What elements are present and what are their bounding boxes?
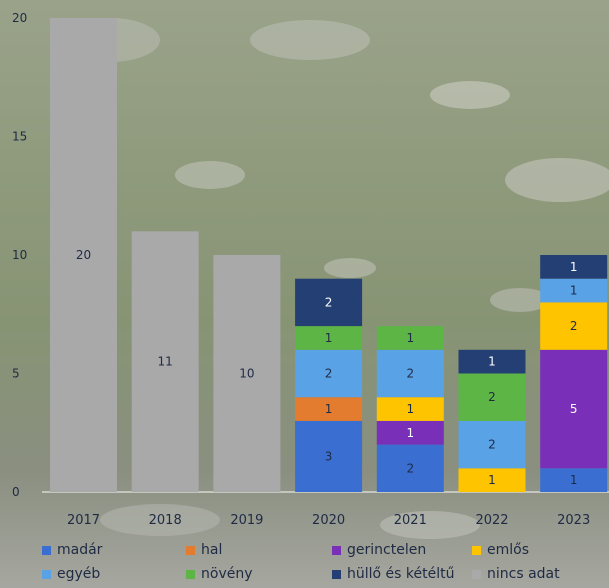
legend-item: növény [186,566,253,582]
bar-segment [295,326,363,350]
background-rock [250,20,370,60]
data-label: 1 [488,355,496,369]
legend-swatch [472,569,481,579]
legend-label: hüllő és kétéltű [347,566,455,582]
data-label: 1 [325,402,333,416]
background-rock [175,161,245,189]
bar-segment [213,255,281,492]
legend-label: gerinctelen [347,542,427,558]
bar-segment [376,420,444,445]
background-rock [505,158,609,202]
background-rock [324,258,376,278]
legend-label: nincs adat [487,566,560,582]
x-tick-label: 2022 [475,513,508,528]
bar-segment [540,278,608,303]
data-label: 2 [325,295,333,309]
bar-segment [376,444,444,492]
bar-segment [295,349,363,398]
data-label: 1 [570,284,578,298]
y-tick-label: 20 [12,11,27,25]
bar-segment [458,420,526,469]
bar-segment [376,349,444,398]
x-tick-label: 2020 [312,513,345,528]
legend-swatch [186,569,195,579]
bar-segment [540,255,608,279]
bar-segment [295,278,363,327]
legend-label: hal [201,542,223,558]
legend-swatch [42,569,51,579]
bar-segment [376,397,444,421]
y-tick-label: 10 [12,248,27,262]
legend-label: emlős [487,542,529,558]
data-label: 5 [570,402,578,416]
chart-legend: madár hal gerinctelen emlős egyéb növény hüllő… [0,540,609,588]
bar-segment [295,420,363,492]
data-label: 2 [406,461,414,475]
y-tick-label: 15 [12,130,27,144]
legend-swatch [42,545,51,555]
legend-swatch [332,545,341,555]
bar-segment [458,349,526,374]
bar-segment [540,349,608,469]
x-tick-label: 2017 [67,513,100,528]
bar-segment [295,397,363,421]
data-label: 10 [239,367,254,381]
x-tick-label: 2023 [557,513,590,528]
background-rock [380,511,480,539]
data-label: 2 [325,367,333,381]
data-label: 2 [570,319,578,333]
data-label: 2 [406,367,414,381]
bar-segment [376,326,444,350]
data-label: 1 [406,402,414,416]
background-rock [490,288,550,312]
legend-item: hüllő és kétéltű [332,566,454,582]
legend-item: emlős [472,542,529,558]
background-rock [100,504,220,536]
legend-item: madár [42,542,102,558]
background-rock [430,81,510,109]
bar-segment [540,302,608,350]
y-tick-label: 0 [12,485,20,499]
legend-item: nincs adat [472,566,560,582]
bar-segment [131,231,199,493]
data-label: 1 [570,260,578,274]
legend-item: egyéb [42,566,100,582]
legend-item: gerinctelen [332,542,426,558]
legend-swatch [332,569,341,579]
legend-label: növény [201,566,253,582]
x-tick-label: 2018 [149,513,182,528]
data-label: 2 [488,390,496,404]
stacked-bar-chart: 0510152020201711201810201931212202021121… [12,11,609,539]
legend-swatch [472,545,481,555]
data-label: 3 [325,449,333,463]
bar-segment [458,373,526,421]
data-label: 1 [570,473,578,487]
legend-label: madár [57,542,103,558]
x-tick-label: 2019 [230,513,263,528]
bar-segment [458,468,526,492]
data-label: 1 [406,331,414,345]
legend-swatch [186,545,195,555]
bar-segment [540,468,608,492]
y-tick-label: 5 [12,367,20,381]
x-tick-label: 2021 [394,513,427,528]
bar-segment [50,18,117,492]
data-label: 1 [488,473,496,487]
legend-label: egyéb [57,566,101,582]
legend-item: hal [186,542,222,558]
data-label: 1 [406,426,414,440]
data-label: 11 [158,355,173,369]
data-label: 20 [76,248,91,262]
data-label: 1 [325,331,333,345]
data-label: 2 [488,438,496,452]
